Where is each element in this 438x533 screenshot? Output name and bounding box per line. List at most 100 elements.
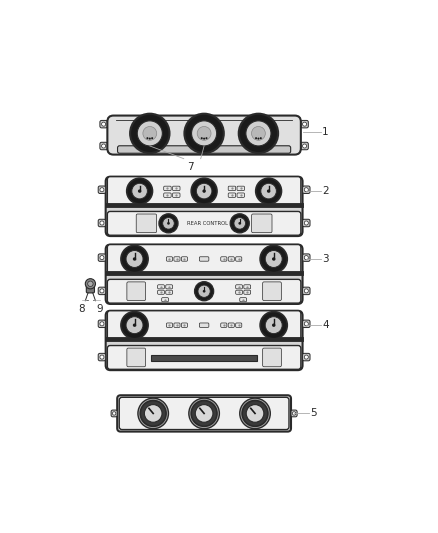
FancyBboxPatch shape: [181, 257, 187, 261]
Circle shape: [191, 400, 217, 426]
Circle shape: [102, 144, 106, 148]
FancyBboxPatch shape: [107, 345, 301, 369]
Circle shape: [189, 398, 219, 429]
Circle shape: [304, 289, 308, 293]
FancyBboxPatch shape: [162, 297, 169, 302]
Circle shape: [140, 400, 166, 426]
Circle shape: [239, 114, 278, 153]
Circle shape: [234, 217, 246, 229]
Circle shape: [303, 144, 307, 148]
FancyBboxPatch shape: [117, 146, 291, 154]
Circle shape: [121, 245, 148, 272]
Circle shape: [202, 189, 206, 193]
FancyBboxPatch shape: [100, 142, 107, 150]
Circle shape: [246, 121, 271, 146]
Circle shape: [260, 137, 262, 139]
FancyBboxPatch shape: [166, 285, 173, 289]
FancyBboxPatch shape: [236, 285, 243, 289]
FancyBboxPatch shape: [303, 353, 310, 361]
FancyBboxPatch shape: [106, 245, 303, 304]
Circle shape: [304, 221, 308, 225]
Text: 3: 3: [322, 254, 329, 264]
FancyBboxPatch shape: [228, 257, 234, 261]
FancyBboxPatch shape: [166, 290, 173, 294]
FancyBboxPatch shape: [136, 214, 157, 233]
Bar: [152, 354, 257, 361]
FancyBboxPatch shape: [106, 176, 303, 236]
Circle shape: [240, 398, 270, 429]
Circle shape: [184, 114, 224, 153]
FancyBboxPatch shape: [119, 397, 289, 430]
FancyBboxPatch shape: [303, 219, 310, 227]
Circle shape: [304, 355, 308, 359]
Circle shape: [197, 126, 211, 140]
FancyBboxPatch shape: [166, 323, 173, 327]
Circle shape: [272, 257, 276, 261]
Circle shape: [272, 324, 276, 327]
Text: 9: 9: [97, 304, 103, 314]
FancyBboxPatch shape: [164, 186, 171, 191]
FancyBboxPatch shape: [236, 290, 243, 294]
Circle shape: [113, 411, 116, 415]
FancyBboxPatch shape: [107, 279, 301, 303]
FancyBboxPatch shape: [98, 254, 106, 261]
FancyBboxPatch shape: [236, 323, 242, 327]
Circle shape: [195, 405, 213, 422]
Text: 8: 8: [78, 304, 85, 314]
FancyBboxPatch shape: [174, 257, 180, 261]
FancyBboxPatch shape: [111, 410, 117, 417]
FancyBboxPatch shape: [117, 395, 291, 432]
FancyBboxPatch shape: [303, 287, 310, 295]
Circle shape: [100, 355, 104, 359]
FancyBboxPatch shape: [301, 120, 308, 128]
FancyBboxPatch shape: [98, 219, 106, 227]
FancyBboxPatch shape: [303, 320, 310, 328]
Circle shape: [260, 312, 287, 339]
Circle shape: [151, 137, 153, 139]
Circle shape: [261, 183, 276, 199]
Circle shape: [146, 137, 148, 139]
FancyBboxPatch shape: [303, 186, 310, 193]
Text: 5: 5: [311, 408, 317, 418]
FancyBboxPatch shape: [221, 257, 227, 261]
Circle shape: [191, 121, 217, 146]
Circle shape: [256, 178, 282, 204]
FancyBboxPatch shape: [221, 323, 227, 327]
FancyBboxPatch shape: [107, 245, 301, 273]
FancyBboxPatch shape: [199, 323, 209, 327]
FancyBboxPatch shape: [237, 186, 244, 191]
FancyBboxPatch shape: [263, 282, 281, 301]
FancyBboxPatch shape: [86, 284, 95, 293]
Circle shape: [100, 256, 104, 260]
Circle shape: [265, 317, 282, 334]
Circle shape: [126, 317, 143, 334]
Circle shape: [88, 281, 93, 286]
Circle shape: [267, 189, 270, 193]
Circle shape: [133, 257, 136, 261]
Text: 4: 4: [322, 320, 329, 330]
FancyBboxPatch shape: [303, 254, 310, 261]
Circle shape: [138, 398, 169, 429]
FancyBboxPatch shape: [166, 257, 173, 261]
FancyBboxPatch shape: [98, 353, 106, 361]
Circle shape: [149, 138, 151, 140]
FancyBboxPatch shape: [98, 320, 106, 328]
Circle shape: [303, 122, 307, 126]
FancyBboxPatch shape: [158, 285, 164, 289]
FancyBboxPatch shape: [107, 116, 301, 155]
Circle shape: [255, 137, 257, 139]
Circle shape: [100, 221, 104, 225]
FancyBboxPatch shape: [164, 193, 171, 197]
FancyBboxPatch shape: [244, 290, 251, 294]
Circle shape: [137, 121, 162, 146]
FancyBboxPatch shape: [98, 287, 106, 295]
Text: 1: 1: [322, 127, 329, 136]
FancyBboxPatch shape: [173, 193, 180, 197]
FancyBboxPatch shape: [240, 297, 247, 302]
FancyBboxPatch shape: [181, 323, 187, 327]
FancyBboxPatch shape: [173, 186, 180, 191]
FancyBboxPatch shape: [263, 348, 281, 367]
FancyBboxPatch shape: [228, 193, 236, 197]
Circle shape: [238, 222, 241, 225]
Circle shape: [85, 279, 95, 289]
